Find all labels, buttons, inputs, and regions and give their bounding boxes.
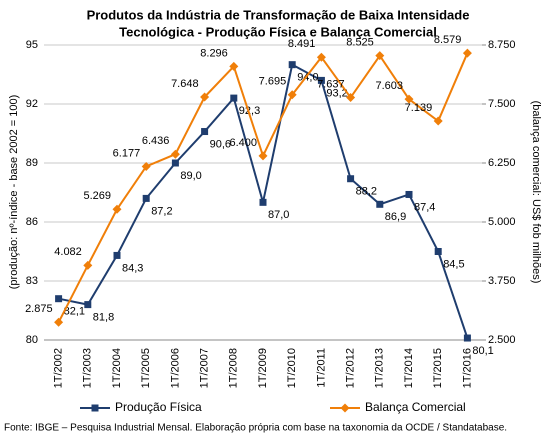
chart-title: Produtos da Indústria de Transformação d… <box>87 7 470 22</box>
data-label: 8.579 <box>434 34 462 46</box>
y-tick-label: 86 <box>26 216 38 228</box>
y2-tick-label: 2.500 <box>488 334 516 346</box>
marker <box>229 61 239 71</box>
data-label: 86,9 <box>385 211 406 223</box>
data-label: 6.436 <box>142 135 170 147</box>
marker <box>258 151 268 161</box>
marker <box>55 295 63 303</box>
marker <box>404 94 414 104</box>
data-label: 90,6 <box>210 138 231 150</box>
marker <box>142 194 150 202</box>
y-tick-label: 92 <box>26 98 38 110</box>
data-label: 84,3 <box>122 262 143 274</box>
marker <box>259 198 267 206</box>
marker <box>83 260 93 270</box>
marker <box>170 149 180 159</box>
data-label: 7.695 <box>259 76 287 88</box>
y2-tick-label: 5.000 <box>488 216 516 228</box>
x-tick-label: 1T/2005 <box>140 348 152 388</box>
legend-label: Produção Física <box>115 400 202 414</box>
marker <box>433 116 443 126</box>
x-tick-label: 1T/2015 <box>432 348 444 388</box>
marker <box>463 334 471 342</box>
marker <box>462 48 472 58</box>
y2-tick-label: 3.750 <box>488 275 516 287</box>
marker <box>376 200 384 208</box>
data-label: 8.296 <box>200 47 228 59</box>
data-label: 6.400 <box>229 137 257 149</box>
chart-title: Tecnológica - Produção Física e Balança … <box>119 24 437 39</box>
y-tick-label: 83 <box>26 275 38 287</box>
data-label: 7.603 <box>375 80 403 92</box>
data-label: 4.082 <box>54 246 82 258</box>
legend-label: Balança Comercial <box>365 400 466 414</box>
x-tick-label: 1T/2009 <box>257 348 269 388</box>
legend-marker <box>340 403 350 413</box>
marker <box>230 94 238 102</box>
data-label: 80,1 <box>472 345 493 357</box>
data-label: 7.637 <box>317 78 345 90</box>
x-tick-label: 1T/2008 <box>228 348 240 388</box>
data-label: 84,5 <box>443 258 464 270</box>
data-label: 6.177 <box>113 147 141 159</box>
marker <box>288 61 296 69</box>
x-tick-label: 1T/2013 <box>374 348 386 388</box>
marker <box>113 251 121 259</box>
x-tick-label: 1T/2010 <box>286 348 298 388</box>
y2-tick-label: 8.750 <box>488 39 516 51</box>
data-label: 89,0 <box>180 170 201 182</box>
data-label: 81,8 <box>93 312 114 324</box>
y-axis-label: (produção: nº-índice - base 2002 = 100) <box>8 95 20 290</box>
marker <box>347 175 355 183</box>
y-tick-label: 89 <box>26 157 38 169</box>
marker <box>434 248 442 255</box>
data-label: 92,3 <box>239 105 260 117</box>
marker <box>316 52 326 62</box>
x-tick-label: 1T/2003 <box>82 348 94 388</box>
series-line <box>57 52 469 323</box>
data-label: 87,4 <box>414 201 435 213</box>
marker <box>200 92 210 102</box>
marker <box>171 159 179 167</box>
data-label: 87,0 <box>268 209 289 221</box>
x-tick-label: 1T/2012 <box>345 348 357 388</box>
data-label: 93,2 <box>326 87 347 99</box>
x-tick-label: 1T/2014 <box>403 348 415 388</box>
data-label: 8.491 <box>288 38 316 50</box>
data-label: 87,2 <box>151 205 172 217</box>
data-label: 8.525 <box>346 37 374 49</box>
marker <box>141 161 151 171</box>
x-tick-label: 1T/2004 <box>111 348 123 388</box>
marker <box>287 90 297 100</box>
marker <box>54 317 64 327</box>
data-label: 7.648 <box>171 78 199 90</box>
data-label: 7.139 <box>405 102 433 114</box>
marker <box>375 51 385 61</box>
marker <box>112 204 122 214</box>
data-label: 88,2 <box>356 186 377 198</box>
y-tick-label: 95 <box>26 39 38 51</box>
marker <box>405 190 413 198</box>
marker <box>201 128 209 136</box>
y-tick-label: 80 <box>26 334 38 346</box>
y2-axis-label: (balança comercial: US$ fob milhões) <box>530 101 542 284</box>
marker <box>84 301 92 309</box>
x-tick-label: 1T/2016 <box>461 348 473 388</box>
x-tick-label: 1T/2002 <box>53 348 65 388</box>
legend-marker <box>91 404 99 412</box>
data-label: 5.269 <box>83 190 111 202</box>
source-note: Fonte: IBGE – Pesquisa Industrial Mensal… <box>4 423 507 434</box>
x-tick-label: 1T/2007 <box>199 348 211 388</box>
data-label: 82,1 <box>64 306 85 318</box>
y2-tick-label: 7.500 <box>488 98 516 110</box>
y2-tick-label: 6.250 <box>488 157 516 169</box>
marker <box>346 93 356 103</box>
marker <box>317 76 325 84</box>
x-tick-label: 1T/2006 <box>169 348 181 388</box>
x-tick-label: 1T/2011 <box>315 348 327 388</box>
data-label: 2.875 <box>25 303 53 315</box>
